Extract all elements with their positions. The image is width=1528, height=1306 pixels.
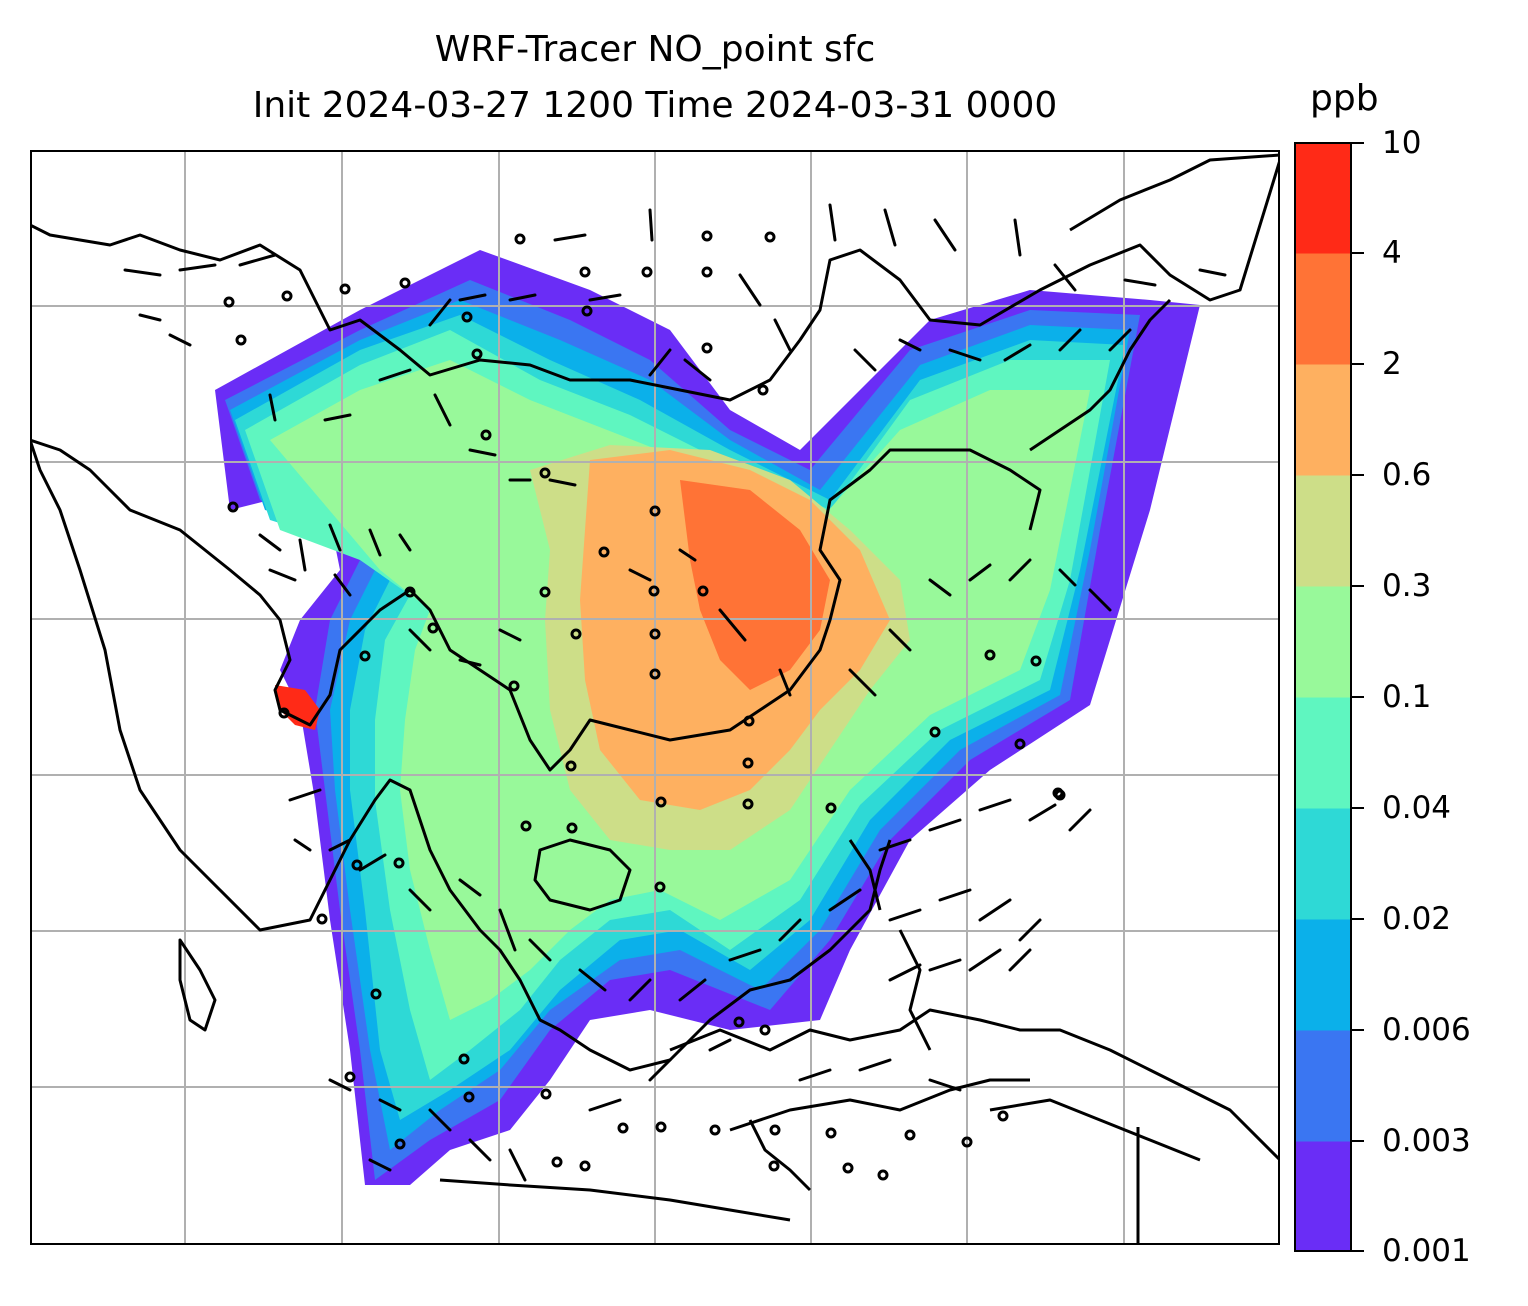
colorbar-swatch [1294,253,1352,365]
colorbar-swatch [1294,919,1352,1031]
colorbar-swatch [1294,697,1352,809]
colorbar-swatch [1294,142,1352,254]
colorbar-swatch [1294,1141,1352,1252]
colorbar-tick-mark [1352,585,1364,587]
colorbar-tick-mark [1352,252,1364,254]
plot-title-line2: Init 2024-03-27 1200 Time 2024-03-31 000… [252,85,1058,126]
field-level-9 [680,480,830,690]
plot-title-line1: WRF-Tracer NO_point sfc [434,29,876,70]
colorbar-tick-label: 0.1 [1382,679,1432,715]
colorbar-swatch [1294,586,1352,698]
colorbar-tick-label: 0.04 [1382,790,1452,826]
colorbar-tick-label: 10 [1382,125,1422,161]
colorbar-tick-mark [1352,474,1364,476]
colorbar-tick-label: 0.006 [1382,1012,1471,1048]
colorbar-swatch [1294,475,1352,587]
colorbar-tick-mark [1352,1250,1364,1252]
colorbar-tick-mark [1352,142,1364,144]
colorbar-tick-mark [1352,696,1364,698]
colorbar-swatch [1294,364,1352,476]
colorbar-tick-label: 0.003 [1382,1123,1471,1159]
colorbar-tick-label: 0.001 [1382,1233,1471,1269]
colorbar-tick-mark [1352,1140,1364,1142]
calm-wind-markers [223,230,1066,1181]
colorbar-swatch [1294,808,1352,920]
colorbar-tick-label: 0.3 [1382,568,1432,604]
colorbar-tick-label: 4 [1382,235,1402,271]
colorbar-tick-label: 0.6 [1382,457,1432,493]
colorbar-unit-label: ppb [1310,78,1379,119]
map-panel [30,150,1280,1245]
wind-barbs [123,203,1227,1182]
colorbar-tick-mark [1352,807,1364,809]
colorbar-tick-label: 0.02 [1382,901,1452,937]
colorbar-tick-label: 2 [1382,346,1402,382]
colorbar-tick-mark [1352,1029,1364,1031]
colorbar-tick-mark [1352,363,1364,365]
colorbar [1294,142,1352,1252]
colorbar-swatch [1294,1030,1352,1142]
colorbar-tick-mark [1352,918,1364,920]
field-hotspot [275,685,320,730]
coastlines [30,153,1280,1245]
